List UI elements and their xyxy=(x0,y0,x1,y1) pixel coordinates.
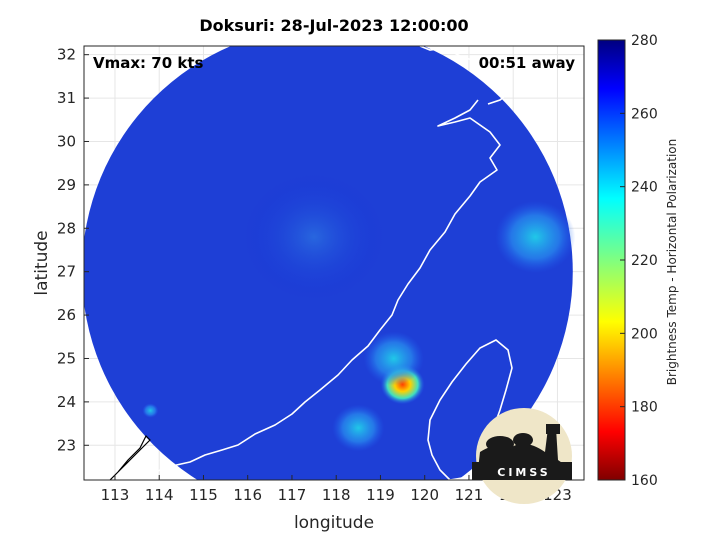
y-ticks: 23 24 25 26 27 28 29 30 31 32 xyxy=(57,46,89,454)
colorbar-tick-label: 220 xyxy=(631,253,658,269)
y-tick-label: 24 xyxy=(57,393,76,411)
vmax-annotation: Vmax: 70 kts xyxy=(93,54,203,72)
x-tick-label: 116 xyxy=(233,486,262,504)
logo-dish-icon-2 xyxy=(513,433,533,447)
y-axis-label: latitude xyxy=(32,230,52,295)
y-tick-label: 28 xyxy=(57,219,76,237)
y-tick-label: 25 xyxy=(57,349,76,367)
logo-text: CIMSS xyxy=(497,466,550,479)
chart-title: Doksuri: 28-Jul-2023 12:00:00 xyxy=(199,16,468,35)
coastline-taiwan xyxy=(427,339,513,480)
coastline-china xyxy=(139,99,501,480)
y-tick-label: 23 xyxy=(57,436,76,454)
logo-banner xyxy=(472,462,572,480)
logo-silhouette xyxy=(478,424,572,470)
y-tick-label: 26 xyxy=(57,306,76,324)
feature-blob xyxy=(244,173,385,300)
x-tick-label: 114 xyxy=(145,486,174,504)
x-tick-label: 120 xyxy=(410,486,439,504)
y-tick-label: 30 xyxy=(57,132,76,150)
x-ticks: 113114115116117118119120121122123 xyxy=(101,475,572,504)
features xyxy=(142,173,576,452)
x-tick-label: 113 xyxy=(101,486,130,504)
y-tick-label: 31 xyxy=(57,89,76,107)
feature-blob xyxy=(363,331,424,386)
logo-tower-icon xyxy=(546,424,560,434)
colorbar-tick-label: 280 xyxy=(631,33,658,49)
feature-blob xyxy=(142,403,159,418)
x-tick-label: 117 xyxy=(278,486,307,504)
logo-dish-icon xyxy=(486,436,514,452)
y-tick-label: 27 xyxy=(57,263,76,281)
y-tick-label: 32 xyxy=(57,46,76,64)
colorbar-ticks: 160 180 200 220 240 260 280 xyxy=(620,33,658,489)
colorbar-tick-label: 160 xyxy=(631,473,658,489)
y-tick-label: 29 xyxy=(57,176,76,194)
coastline-outside xyxy=(109,434,151,480)
colorbar-tick-label: 200 xyxy=(631,326,658,342)
feature-blob xyxy=(495,200,576,273)
coastline-north xyxy=(419,46,511,105)
x-axis-label: longitude xyxy=(294,513,374,533)
axes-box xyxy=(83,45,585,481)
cimss-logo: CIMSS xyxy=(472,408,572,504)
feature-blob xyxy=(332,404,385,452)
x-tick-label: 121 xyxy=(455,486,484,504)
x-tick-label: 115 xyxy=(189,486,218,504)
x-tick-label: 119 xyxy=(366,486,395,504)
colorbar-tick-label: 240 xyxy=(631,180,658,196)
colorbar-tick-label: 180 xyxy=(631,400,658,416)
colorbar-tick-label: 260 xyxy=(631,106,658,122)
colorbar-label: Brightness Temp - Horizontal Polarizatio… xyxy=(665,139,679,386)
x-tick-label: 118 xyxy=(322,486,351,504)
swath-layer xyxy=(84,46,576,480)
time-offset-annotation: 00:51 away xyxy=(479,54,576,72)
